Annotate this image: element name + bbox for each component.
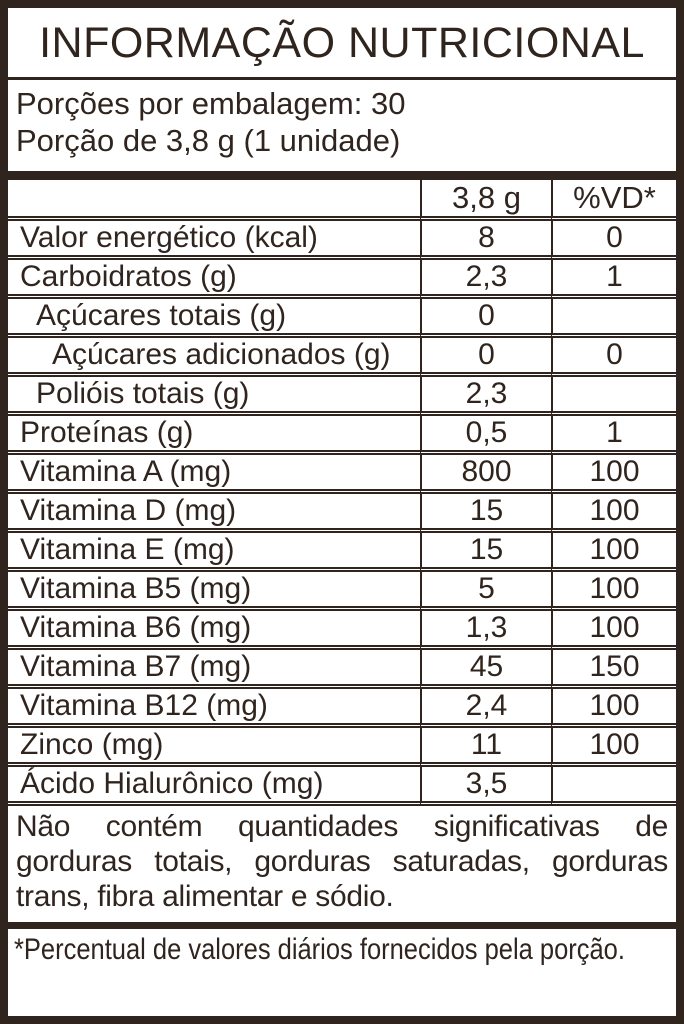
nutrient-quantity: 2,3 — [420, 377, 551, 416]
portion-info: Porções por embalagem: 30 Porção de 3,8 … — [8, 80, 676, 171]
nutrient-label: Zinco (mg) — [8, 728, 420, 767]
nutrient-daily-value: 100 — [551, 533, 676, 572]
title-divider — [8, 77, 676, 80]
nutrient-daily-value: 100 — [551, 728, 676, 767]
nutrition-table-header: 3,8 g %VD* — [8, 180, 676, 221]
table-row: Vitamina B6 (mg) 1,3 100 — [8, 611, 676, 650]
nutrient-daily-value: 0 — [551, 338, 676, 377]
nutrient-quantity: 5 — [420, 572, 551, 611]
nutrient-daily-value: 100 — [551, 689, 676, 728]
table-row: Vitamina B7 (mg) 45 150 — [8, 650, 676, 689]
table-row: Açúcares totais (g) 0 — [8, 299, 676, 338]
nutrient-quantity: 2,3 — [420, 260, 551, 299]
nutrient-daily-value — [551, 767, 676, 806]
nutrient-quantity: 2,4 — [420, 689, 551, 728]
portion-size: Porção de 3,8 g (1 unidade) — [16, 123, 401, 158]
nutrient-quantity: 1,3 — [420, 611, 551, 650]
nutrient-daily-value: 100 — [551, 572, 676, 611]
table-row: Polióis totais (g) 2,3 — [8, 377, 676, 416]
table-row: Ácido Hialurônico (mg) 3,5 — [8, 767, 676, 806]
nutrient-label: Vitamina B6 (mg) — [8, 611, 420, 650]
column-header-quantity: 3,8 g — [420, 180, 551, 221]
table-top-bar — [8, 171, 676, 180]
nutrient-label: Valor energético (kcal) — [8, 221, 420, 260]
table-row: Vitamina A (mg) 800 100 — [8, 455, 676, 494]
nutrient-label: Vitamina B12 (mg) — [8, 689, 420, 728]
nutrient-label: Proteínas (g) — [8, 416, 420, 455]
nutrient-daily-value: 1 — [551, 260, 676, 299]
table-row: Zinco (mg) 11 100 — [8, 728, 676, 767]
nutrient-quantity: 800 — [420, 455, 551, 494]
nutrient-label: Vitamina D (mg) — [8, 494, 420, 533]
column-header-empty — [8, 180, 420, 221]
column-header-daily-value: %VD* — [551, 180, 676, 221]
nutrient-quantity: 11 — [420, 728, 551, 767]
nutrient-daily-value: 100 — [551, 611, 676, 650]
nutrient-label: Açúcares adicionados (g) — [8, 338, 420, 377]
nutrient-label: Carboidratos (g) — [8, 260, 420, 299]
nutrient-quantity: 8 — [420, 221, 551, 260]
page-title: INFORMAÇÃO NUTRICIONAL — [39, 19, 645, 67]
nutrition-table: 3,8 g %VD* Valor energético (kcal) 8 0 C… — [8, 180, 676, 806]
table-row: Vitamina D (mg) 15 100 — [8, 494, 676, 533]
table-row: Vitamina B12 (mg) 2,4 100 — [8, 689, 676, 728]
nutrient-daily-value: 100 — [551, 455, 676, 494]
servings-per-package: Porções por embalagem: 30 — [16, 86, 406, 121]
nutrient-quantity: 0 — [420, 338, 551, 377]
nutrient-quantity: 0 — [420, 299, 551, 338]
nutrient-quantity: 15 — [420, 494, 551, 533]
nutrient-label: Vitamina B7 (mg) — [8, 650, 420, 689]
nutrient-daily-value — [551, 377, 676, 416]
nutrient-daily-value — [551, 299, 676, 338]
nutrient-quantity: 0,5 — [420, 416, 551, 455]
nutrient-daily-value: 100 — [551, 494, 676, 533]
nutrient-label: Açúcares totais (g) — [8, 299, 420, 338]
nutrient-daily-value: 0 — [551, 221, 676, 260]
nutrition-table-body: Valor energético (kcal) 8 0 Carboidratos… — [8, 221, 676, 806]
nutrient-label: Vitamina A (mg) — [8, 455, 420, 494]
footnote-top-bar — [8, 922, 676, 929]
nutrient-label: Polióis totais (g) — [8, 377, 420, 416]
nutrient-label: Vitamina E (mg) — [8, 533, 420, 572]
table-row: Vitamina B5 (mg) 5 100 — [8, 572, 676, 611]
daily-value-footnote: *Percentual de valores diários fornecido… — [14, 933, 625, 966]
nutrient-daily-value: 150 — [551, 650, 676, 689]
nutrient-quantity: 15 — [420, 533, 551, 572]
nutrient-daily-value: 1 — [551, 416, 676, 455]
nutrient-quantity: 3,5 — [420, 767, 551, 806]
no-significant-amounts-note: Não contém quantidades significativas de… — [16, 810, 668, 913]
header-row: 3,8 g %VD* — [8, 180, 676, 221]
nutrient-label: Vitamina B5 (mg) — [8, 572, 420, 611]
table-row: Proteínas (g) 0,5 1 — [8, 416, 676, 455]
nutrient-quantity: 45 — [420, 650, 551, 689]
table-row: Açúcares adicionados (g) 0 0 — [8, 338, 676, 377]
table-row: Valor energético (kcal) 8 0 — [8, 221, 676, 260]
table-row: Vitamina E (mg) 15 100 — [8, 533, 676, 572]
table-row: Carboidratos (g) 2,3 1 — [8, 260, 676, 299]
nutrient-label: Ácido Hialurônico (mg) — [8, 767, 420, 806]
footnote-row: *Percentual de valores diários fornecido… — [8, 929, 676, 973]
